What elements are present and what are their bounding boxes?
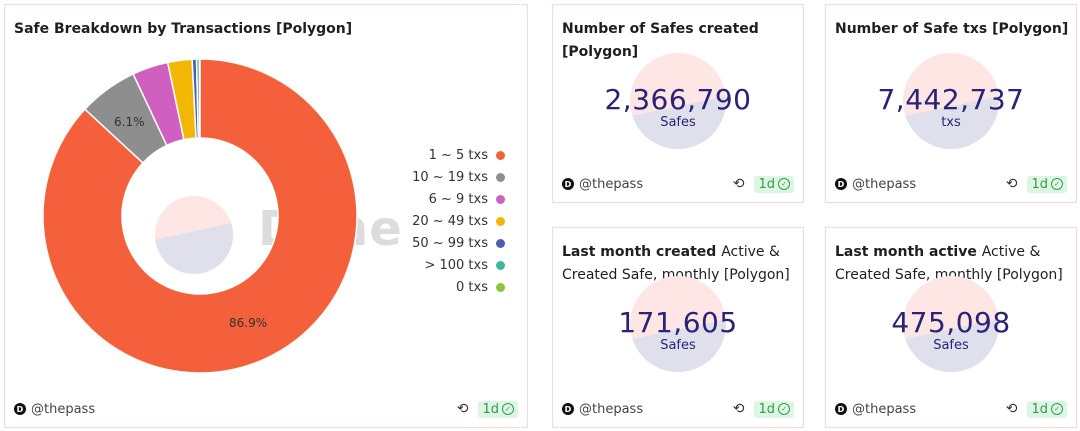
- author-name: @thepass: [579, 176, 644, 192]
- refresh-interval-label: 1d: [1031, 401, 1048, 417]
- legend-label: 1 ~ 5 txs: [428, 147, 488, 163]
- legend-swatch: [496, 238, 505, 248]
- counter-title: Last month created Active & Created Safe…: [562, 241, 803, 287]
- author-link[interactable]: D @thepass: [835, 402, 916, 417]
- author-link[interactable]: D @thepass: [562, 177, 643, 192]
- dune-user-icon: D: [562, 403, 574, 415]
- author-name: @thepass: [852, 176, 917, 192]
- counter-card-footer: D @thepass ⟲ 1d ✓: [835, 174, 1067, 194]
- pie-slice-1-5-txs[interactable]: [42, 58, 358, 374]
- legend-swatch: [496, 216, 505, 226]
- legend-label: 50 ~ 99 txs: [412, 235, 488, 251]
- refresh-interval-label: 1d: [482, 401, 499, 417]
- legend-item[interactable]: > 100 txs: [412, 254, 505, 276]
- counter-title: Number of Safes created [Polygon]: [562, 18, 803, 64]
- legend-label: 20 ~ 49 txs: [412, 213, 488, 229]
- refresh-interval-badge[interactable]: 1d ✓: [478, 400, 518, 418]
- legend-swatch: [496, 194, 505, 204]
- pie-card-title: Safe Breakdown by Transactions [Polygon]: [14, 21, 353, 37]
- legend-item[interactable]: 20 ~ 49 txs: [412, 210, 505, 232]
- legend-item[interactable]: 0 txs: [412, 276, 505, 298]
- legend-swatch: [496, 260, 505, 270]
- counter-value: 171,605: [618, 306, 738, 339]
- pie-legend: 1 ~ 5 txs 10 ~ 19 txs 6 ~ 9 txs 20 ~ 49 txs…: [412, 144, 505, 298]
- legend-swatch: [496, 172, 505, 182]
- pie-card-footer: D @thepass ⟲ 1d ✓: [14, 399, 518, 419]
- counter-bubble: [903, 276, 999, 372]
- refresh-icon[interactable]: ⟲: [732, 401, 745, 417]
- author-name: @thepass: [31, 401, 96, 417]
- counter-card-safe-txs: Number of Safe txs [Polygon] 7,442,737 t…: [825, 4, 1077, 203]
- pie-chart-card: Safe Breakdown by Transactions [Polygon]…: [4, 4, 528, 428]
- counter-card-footer: D @thepass ⟲ 1d ✓: [835, 399, 1067, 419]
- author-link[interactable]: D @thepass: [14, 402, 95, 417]
- refresh-interval-label: 1d: [1031, 176, 1048, 192]
- refresh-icon[interactable]: ⟲: [1005, 176, 1018, 192]
- dune-user-icon: D: [835, 403, 847, 415]
- check-circle-icon: ✓: [778, 403, 790, 415]
- counter-title: Number of Safe txs [Polygon]: [835, 18, 1068, 41]
- counter-card-safes-created: Number of Safes created [Polygon] 2,366,…: [552, 4, 804, 203]
- refresh-interval-badge[interactable]: 1d ✓: [754, 175, 794, 193]
- author-link[interactable]: D @thepass: [835, 177, 916, 192]
- refresh-icon[interactable]: ⟲: [1005, 401, 1018, 417]
- center-logo-bubble: [155, 196, 233, 274]
- counter-title-main: Last month active: [835, 244, 977, 260]
- author-name: @thepass: [852, 401, 917, 417]
- refresh-interval-badge[interactable]: 1d ✓: [1027, 400, 1067, 418]
- legend-item[interactable]: 6 ~ 9 txs: [412, 188, 505, 210]
- legend-item[interactable]: 1 ~ 5 txs: [412, 144, 505, 166]
- donut-chart: 86.9% 6.1%: [42, 58, 358, 374]
- refresh-interval-badge[interactable]: 1d ✓: [754, 400, 794, 418]
- legend-label: 10 ~ 19 txs: [412, 169, 488, 185]
- refresh-interval-label: 1d: [758, 401, 775, 417]
- check-circle-icon: ✓: [1051, 403, 1063, 415]
- counter-title: Last month active Active & Created Safe,…: [835, 241, 1076, 287]
- counter-unit: Safes: [660, 338, 696, 353]
- check-circle-icon: ✓: [1051, 178, 1063, 190]
- legend-swatch: [496, 150, 505, 160]
- counter-title-subtitle: Active & Created Safe, monthly [Polygon]: [562, 244, 790, 283]
- counter-title-main: Number of Safe txs [Polygon]: [835, 21, 1069, 37]
- counter-value: 7,442,737: [877, 83, 1025, 116]
- counter-card-last-month-active: Last month active Active & Created Safe,…: [825, 227, 1077, 428]
- refresh-interval-badge[interactable]: 1d ✓: [1027, 175, 1067, 193]
- pie-data-label: 86.9%: [229, 316, 267, 330]
- counter-card-last-month-created: Last month created Active & Created Safe…: [552, 227, 804, 428]
- counter-unit: Safes: [660, 115, 696, 130]
- counter-bubble: [630, 53, 726, 149]
- counter-bubble: [903, 53, 999, 149]
- counter-card-footer: D @thepass ⟲ 1d ✓: [562, 174, 794, 194]
- legend-item[interactable]: 50 ~ 99 txs: [412, 232, 505, 254]
- legend-swatch: [496, 282, 505, 292]
- counter-title-main: Last month created: [562, 244, 717, 260]
- legend-label: 0 txs: [456, 279, 488, 295]
- counter-value: 2,366,790: [604, 83, 752, 116]
- counter-title-subtitle: Active & Created Safe, monthly [Polygon]: [835, 244, 1063, 283]
- counter-bubble: [630, 276, 726, 372]
- legend-item[interactable]: 10 ~ 19 txs: [412, 166, 505, 188]
- legend-label: 6 ~ 9 txs: [428, 191, 488, 207]
- refresh-icon[interactable]: ⟲: [456, 401, 469, 417]
- dune-user-icon: D: [835, 178, 847, 190]
- dune-user-icon: D: [14, 403, 26, 415]
- legend-label: > 100 txs: [424, 257, 488, 273]
- refresh-interval-label: 1d: [758, 176, 775, 192]
- author-name: @thepass: [579, 401, 644, 417]
- refresh-icon[interactable]: ⟲: [732, 176, 745, 192]
- counter-title-main: Number of Safes created [Polygon]: [562, 21, 759, 60]
- check-circle-icon: ✓: [502, 403, 514, 415]
- pie-data-label: 6.1%: [114, 115, 145, 129]
- counter-card-footer: D @thepass ⟲ 1d ✓: [562, 399, 794, 419]
- counter-unit: txs: [941, 115, 961, 130]
- dune-user-icon: D: [562, 178, 574, 190]
- author-link[interactable]: D @thepass: [562, 402, 643, 417]
- counter-value: 475,098: [891, 306, 1011, 339]
- counter-unit: Safes: [933, 338, 969, 353]
- check-circle-icon: ✓: [778, 178, 790, 190]
